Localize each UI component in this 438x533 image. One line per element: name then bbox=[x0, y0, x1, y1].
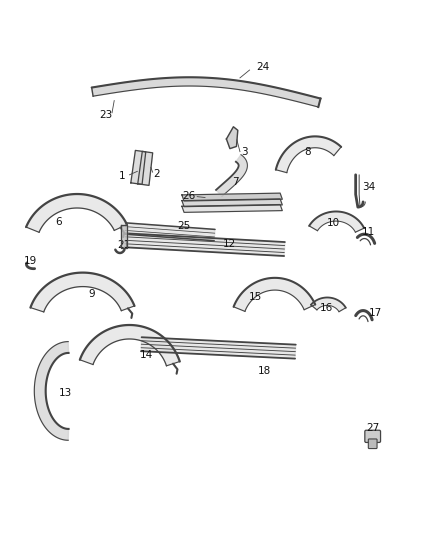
FancyBboxPatch shape bbox=[368, 439, 377, 449]
Polygon shape bbox=[92, 77, 321, 107]
Polygon shape bbox=[125, 223, 215, 241]
Text: 1: 1 bbox=[119, 171, 125, 181]
Text: 10: 10 bbox=[327, 218, 340, 228]
Polygon shape bbox=[138, 151, 153, 185]
Text: 9: 9 bbox=[88, 289, 95, 299]
Polygon shape bbox=[131, 150, 146, 184]
Polygon shape bbox=[216, 155, 247, 196]
Text: 8: 8 bbox=[304, 147, 311, 157]
Polygon shape bbox=[311, 297, 346, 312]
FancyBboxPatch shape bbox=[365, 430, 381, 442]
Text: 14: 14 bbox=[139, 350, 153, 360]
Text: 34: 34 bbox=[362, 182, 375, 192]
Polygon shape bbox=[309, 212, 364, 232]
Text: 17: 17 bbox=[369, 308, 382, 318]
Polygon shape bbox=[121, 225, 127, 248]
Text: 21: 21 bbox=[117, 240, 131, 250]
Polygon shape bbox=[276, 136, 341, 173]
Polygon shape bbox=[182, 193, 283, 201]
Polygon shape bbox=[80, 325, 180, 366]
Text: 24: 24 bbox=[256, 62, 269, 72]
Text: 23: 23 bbox=[99, 110, 112, 119]
Text: 6: 6 bbox=[56, 217, 62, 227]
Text: 13: 13 bbox=[59, 388, 72, 398]
Text: 25: 25 bbox=[177, 221, 191, 231]
Text: 18: 18 bbox=[258, 366, 272, 376]
Text: 27: 27 bbox=[366, 424, 379, 433]
Polygon shape bbox=[182, 205, 283, 212]
Polygon shape bbox=[26, 194, 127, 232]
Text: 12: 12 bbox=[223, 239, 237, 249]
Polygon shape bbox=[182, 199, 283, 207]
Text: 26: 26 bbox=[183, 191, 196, 201]
Text: 19: 19 bbox=[23, 256, 36, 266]
Polygon shape bbox=[34, 342, 68, 440]
Polygon shape bbox=[226, 127, 238, 149]
Polygon shape bbox=[141, 337, 296, 359]
Text: 16: 16 bbox=[319, 303, 332, 312]
Polygon shape bbox=[233, 278, 315, 311]
Text: 2: 2 bbox=[154, 169, 160, 179]
Text: 11: 11 bbox=[362, 228, 375, 237]
Text: 7: 7 bbox=[232, 177, 239, 187]
Text: 15: 15 bbox=[249, 292, 262, 302]
Text: 3: 3 bbox=[241, 147, 247, 157]
Polygon shape bbox=[125, 233, 285, 256]
Polygon shape bbox=[31, 272, 134, 312]
